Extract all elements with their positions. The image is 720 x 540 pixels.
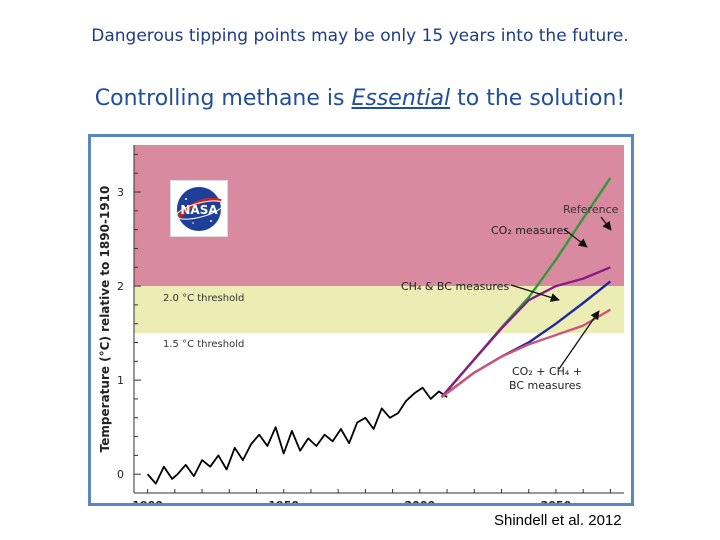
y-tick-label: 1 <box>117 374 124 387</box>
x-tick-label: 2000 <box>405 499 436 503</box>
headline-pre: Controlling methane is <box>94 86 352 111</box>
chart-svg: 0 1 2 3 1900 1950 2000 2050 Temperature (°C) rel… <box>98 145 624 503</box>
series-combined-measures <box>440 308 612 399</box>
arrow-reference <box>600 216 612 231</box>
headline: Controlling methane is Essential to the … <box>0 86 720 111</box>
nasa-logo-graphic: NASA <box>176 187 224 231</box>
annotation-reference: Reference <box>563 203 619 216</box>
series-co2-measures <box>440 266 611 398</box>
series-observed <box>146 386 448 485</box>
x-tick-label: 2050 <box>541 499 572 503</box>
arrow-ch4bc <box>510 284 560 302</box>
y-axis-label: Temperature (°C) relative to 1890-1910 <box>98 186 112 453</box>
nasa-logo-text: NASA <box>180 203 218 217</box>
y-tick-label: 3 <box>117 186 124 199</box>
chart-figure: 0 1 2 3 1900 1950 2000 2050 Temperature (°C) rel… <box>88 134 634 506</box>
arrow-co2 <box>563 228 588 248</box>
annotation-combined-line1: CO₂ + CH₄ + <box>512 365 582 378</box>
threshold-label-1-5c: 1.5 °C threshold <box>163 339 244 350</box>
annotation-ch4bc: CH₄ & BC measures <box>401 280 509 293</box>
headline-post: to the solution! <box>450 86 626 111</box>
x-tick-label: 1900 <box>132 499 163 503</box>
annotation-combined-line2: BC measures <box>509 379 582 392</box>
x-tick-label: 1950 <box>268 499 299 503</box>
y-tick-label: 2 <box>117 280 124 293</box>
y-tick-label: 0 <box>117 468 124 481</box>
arrow-combined <box>558 310 600 370</box>
threshold-label-2c: 2.0 °C threshold <box>163 293 244 304</box>
headline-emphasis: Essential <box>351 86 451 111</box>
top-line: Dangerous tipping points may be only 15 … <box>91 26 629 46</box>
annotation-co2: CO₂ measures <box>491 224 569 237</box>
nasa-logo: NASA <box>170 180 228 237</box>
citation: Shindell et al. 2012 <box>494 512 622 529</box>
